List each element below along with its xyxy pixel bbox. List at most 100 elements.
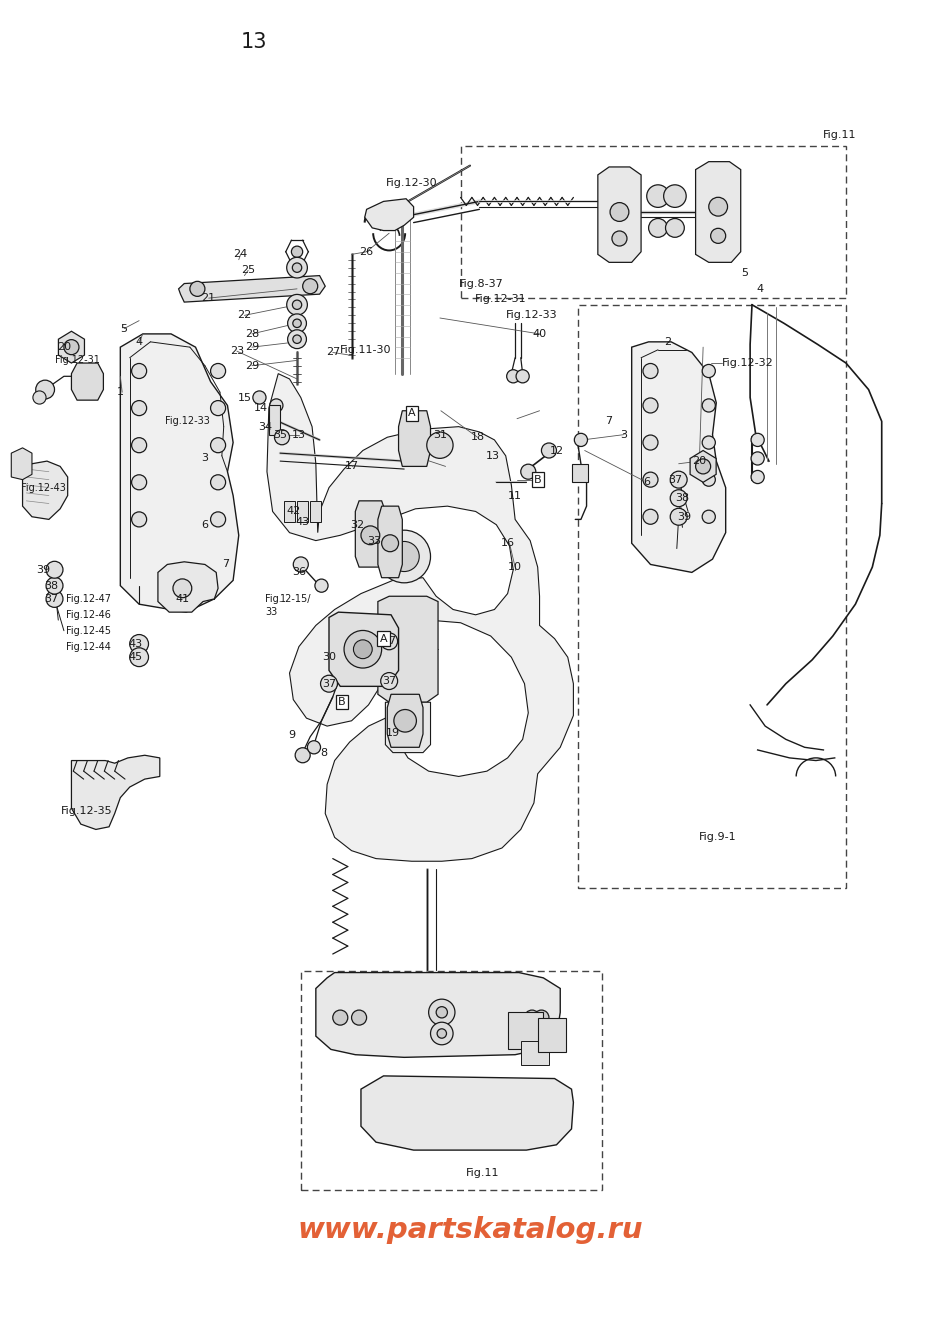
- Text: 2: 2: [664, 337, 671, 347]
- Text: 5: 5: [120, 323, 128, 334]
- Text: Fig.12-30: Fig.12-30: [385, 178, 437, 188]
- Polygon shape: [297, 501, 308, 522]
- Circle shape: [303, 278, 318, 294]
- Polygon shape: [179, 276, 325, 302]
- Polygon shape: [11, 448, 32, 480]
- Text: 37: 37: [667, 474, 682, 485]
- Polygon shape: [399, 411, 431, 466]
- Circle shape: [295, 747, 310, 763]
- Text: 5: 5: [741, 268, 748, 278]
- Bar: [301, 971, 602, 1190]
- Text: 6: 6: [201, 519, 209, 530]
- Circle shape: [132, 474, 147, 490]
- Text: 19: 19: [385, 727, 400, 738]
- Polygon shape: [598, 167, 641, 262]
- Text: 16: 16: [501, 538, 514, 549]
- Text: 1: 1: [117, 387, 124, 398]
- Circle shape: [702, 510, 715, 523]
- Text: Fig.12-45: Fig.12-45: [66, 625, 111, 636]
- Text: 13: 13: [241, 32, 267, 53]
- Text: 4: 4: [135, 337, 143, 347]
- Polygon shape: [329, 612, 399, 686]
- Text: Fig.12-43: Fig.12-43: [21, 482, 66, 493]
- Circle shape: [292, 299, 302, 310]
- Circle shape: [130, 648, 149, 666]
- Circle shape: [534, 1010, 549, 1026]
- Polygon shape: [696, 162, 741, 262]
- Circle shape: [670, 509, 687, 525]
- Circle shape: [293, 319, 302, 327]
- Circle shape: [643, 398, 658, 413]
- Text: Fig.12-32: Fig.12-32: [722, 358, 774, 368]
- Circle shape: [64, 339, 79, 355]
- Circle shape: [378, 530, 431, 583]
- Polygon shape: [355, 501, 385, 567]
- Polygon shape: [284, 501, 295, 522]
- Circle shape: [361, 526, 380, 545]
- Polygon shape: [310, 501, 321, 522]
- Bar: [521, 1041, 549, 1065]
- Bar: [269, 405, 280, 435]
- Text: 23: 23: [229, 346, 244, 356]
- Circle shape: [211, 511, 226, 527]
- Circle shape: [46, 578, 63, 594]
- Circle shape: [711, 228, 726, 244]
- Bar: [578, 305, 846, 888]
- Circle shape: [292, 262, 302, 273]
- Circle shape: [702, 473, 715, 486]
- Circle shape: [696, 458, 711, 474]
- Circle shape: [649, 219, 667, 237]
- Circle shape: [436, 1007, 447, 1018]
- Circle shape: [382, 535, 399, 551]
- Text: 21: 21: [201, 293, 216, 303]
- Circle shape: [307, 741, 321, 754]
- Circle shape: [132, 437, 147, 453]
- Text: 26: 26: [359, 246, 374, 257]
- Polygon shape: [690, 451, 716, 482]
- Text: 37: 37: [43, 594, 58, 604]
- Circle shape: [211, 400, 226, 416]
- Polygon shape: [361, 1076, 573, 1150]
- Text: Fig.12-33: Fig.12-33: [506, 310, 557, 321]
- Circle shape: [321, 676, 337, 692]
- Text: 22: 22: [237, 310, 252, 321]
- Circle shape: [293, 556, 308, 572]
- Polygon shape: [267, 374, 573, 861]
- Circle shape: [293, 335, 302, 343]
- Circle shape: [389, 542, 419, 571]
- Bar: [461, 146, 846, 298]
- Text: A: A: [408, 408, 415, 419]
- Text: 33: 33: [265, 607, 277, 617]
- Circle shape: [211, 474, 226, 490]
- Circle shape: [291, 246, 303, 257]
- Circle shape: [702, 364, 715, 378]
- Text: www.partskatalog.ru: www.partskatalog.ru: [297, 1215, 643, 1244]
- Circle shape: [211, 363, 226, 379]
- Circle shape: [132, 511, 147, 527]
- Text: 42: 42: [286, 506, 301, 517]
- Text: 13: 13: [292, 429, 306, 440]
- Text: 11: 11: [509, 490, 522, 501]
- Circle shape: [132, 400, 147, 416]
- Circle shape: [287, 257, 307, 278]
- Circle shape: [643, 472, 658, 488]
- Circle shape: [130, 635, 149, 653]
- Text: 29: 29: [244, 360, 259, 371]
- Polygon shape: [316, 973, 560, 1057]
- Circle shape: [751, 433, 764, 447]
- Text: 40: 40: [532, 329, 547, 339]
- Circle shape: [352, 1010, 367, 1026]
- Text: Fig.9-1: Fig.9-1: [699, 832, 737, 843]
- Circle shape: [253, 391, 266, 404]
- Text: 39: 39: [36, 564, 51, 575]
- Text: Fig.: Fig.: [265, 594, 282, 604]
- Text: 3: 3: [620, 429, 628, 440]
- Circle shape: [612, 231, 627, 246]
- Circle shape: [287, 294, 307, 315]
- Circle shape: [132, 363, 147, 379]
- Polygon shape: [365, 199, 414, 231]
- Circle shape: [274, 429, 290, 445]
- Circle shape: [46, 591, 63, 607]
- Text: 24: 24: [233, 249, 248, 260]
- Text: 3: 3: [201, 453, 209, 464]
